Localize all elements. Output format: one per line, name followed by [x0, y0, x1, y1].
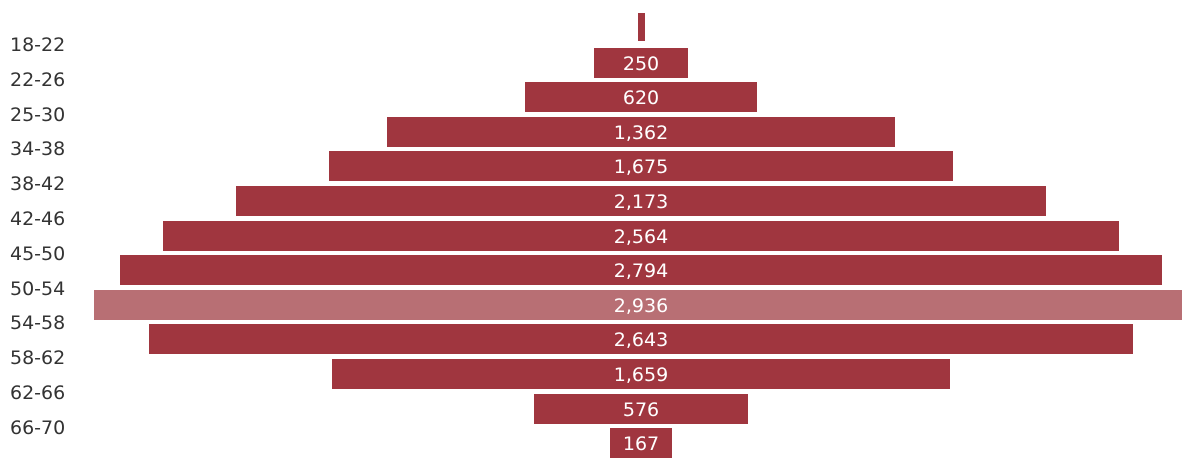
bar-5 — [236, 186, 1046, 216]
category-label: 34-38 — [10, 138, 66, 161]
category-label: 62-66 — [10, 382, 66, 404]
bar-value-label: 2,564 — [613, 225, 669, 248]
bar-9 — [148, 324, 1134, 355]
bar-value-label: 1,659 — [613, 364, 669, 386]
bar-0 — [637, 13, 645, 41]
bar-value-label: 1,675 — [613, 156, 669, 179]
category-label: 42-46 — [10, 208, 66, 230]
bar-value-label: 250 — [622, 52, 660, 75]
bar-value-label: 1,362 — [613, 121, 669, 144]
category-label: 45-50 — [10, 242, 66, 265]
bar-value-label: 2,173 — [613, 191, 669, 213]
category-label: 22-26 — [10, 68, 66, 91]
bar-2 — [525, 82, 757, 113]
bar-4 — [328, 151, 954, 182]
category-label: 25-30 — [10, 103, 66, 126]
category-label: 50-54 — [10, 277, 66, 300]
category-label: 58-62 — [10, 347, 66, 370]
bar-7 — [120, 255, 1162, 286]
bar-value-label: 576 — [622, 398, 660, 421]
bar-value-label: 2,794 — [613, 260, 669, 283]
bar-value-label: 167 — [622, 433, 660, 456]
category-label: 38-42 — [10, 173, 66, 196]
bar-1 — [594, 47, 688, 78]
category-label: 18-22 — [10, 34, 66, 56]
bar-10 — [331, 359, 951, 389]
category-label: 54-58 — [10, 312, 66, 335]
bar-11 — [533, 393, 749, 424]
bar-6 — [163, 220, 1119, 251]
bar-value-label: 2,936 — [613, 294, 669, 317]
bar-value-label: 2,643 — [613, 329, 669, 352]
bar-8 — [94, 289, 1182, 320]
category-label: 66-70 — [10, 416, 66, 439]
bar-value-label: 620 — [622, 87, 660, 110]
bar-3 — [387, 116, 895, 147]
